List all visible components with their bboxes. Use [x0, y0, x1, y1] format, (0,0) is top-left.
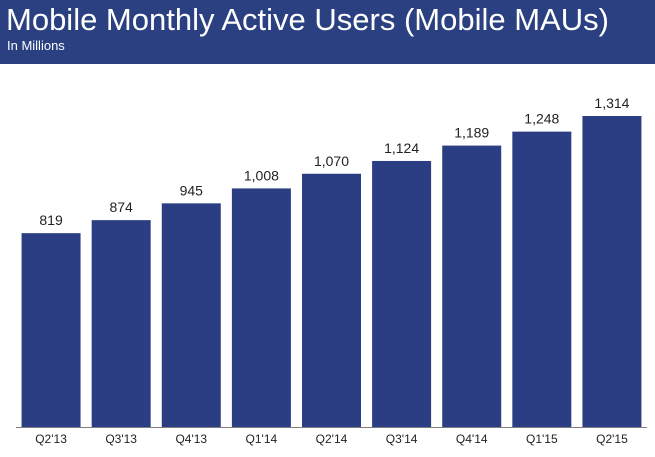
data-label: 1,314	[594, 95, 629, 111]
chart-title: Mobile Monthly Active Users (Mobile MAUs…	[6, 2, 609, 37]
data-label: 1,124	[384, 140, 419, 156]
bar	[582, 116, 642, 427]
x-tick-label: Q3'14	[386, 432, 418, 446]
x-tick-label: Q1'14	[246, 432, 278, 446]
x-tick-label: Q2'14	[316, 432, 348, 446]
data-label: 1,248	[524, 111, 559, 127]
bar	[512, 131, 572, 427]
x-tick-label: Q4'14	[456, 432, 488, 446]
x-tick-label: Q2'15	[596, 432, 628, 446]
x-tick-label: Q3'13	[105, 432, 137, 446]
data-label: 874	[109, 199, 133, 215]
data-label: 1,070	[314, 153, 349, 169]
bar	[231, 188, 291, 427]
data-label: 1,189	[454, 125, 489, 141]
bar	[442, 145, 502, 427]
x-tick-label: Q2'13	[35, 432, 67, 446]
bar	[21, 233, 81, 427]
data-label: 819	[39, 212, 63, 228]
x-tick-label: Q1'15	[526, 432, 558, 446]
chart-header: Mobile Monthly Active Users (Mobile MAUs…	[0, 0, 655, 64]
data-label: 945	[180, 182, 204, 198]
bar	[302, 173, 361, 427]
bar	[372, 160, 432, 427]
bar	[161, 203, 221, 427]
chart-subtitle: In Millions	[7, 38, 65, 53]
bar	[91, 220, 151, 427]
x-tick-label: Q4'13	[175, 432, 207, 446]
data-label: 1,008	[244, 167, 279, 183]
